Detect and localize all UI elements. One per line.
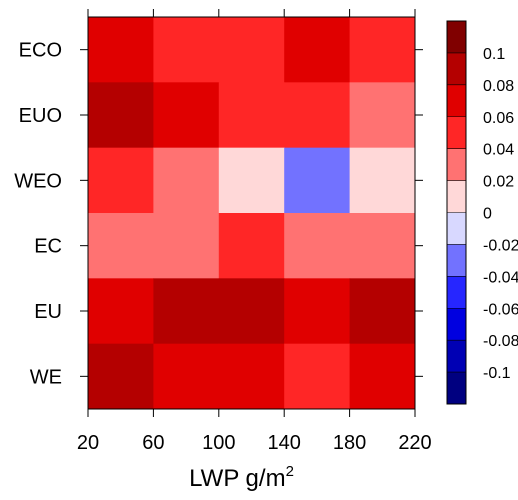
heatmap-cell [284, 82, 351, 149]
heatmap-cell [218, 343, 285, 410]
y-tick-label: EU [34, 301, 62, 323]
colorbar-label: -0.02 [483, 237, 518, 254]
heatmap-cell [88, 278, 154, 345]
x-axis-label-text: LWP g/m [189, 465, 285, 492]
colorbar-segment [447, 180, 466, 213]
heatmap-cell [88, 17, 154, 83]
heatmap-cell [218, 82, 285, 149]
x-axis-label: LWP g/m2 [189, 463, 294, 492]
x-tick-label: 20 [77, 432, 99, 454]
heatmap-cell [349, 147, 416, 214]
colorbar: 0.1 0.08 0.06 0.04 0.02 0 -0.02 -0.04 -0.06 -0.08… [446, 20, 518, 405]
heatmap-cell [218, 147, 285, 214]
colorbar-segment [447, 308, 466, 341]
plot-frame [87, 16, 416, 410]
heatmap-cell [88, 147, 154, 214]
colorbar-segment [447, 372, 466, 405]
colorbar-segment [447, 212, 466, 245]
colorbar-segment [447, 52, 466, 86]
colorbar-segment [447, 276, 466, 309]
heatmap-cell [284, 147, 351, 214]
colorbar-label: -0.06 [483, 301, 518, 318]
colorbar-label: 0 [483, 206, 492, 223]
colorbar-segment [447, 148, 466, 181]
x-tick-label: 220 [398, 432, 431, 454]
x-tick-label: 140 [268, 432, 301, 454]
heatmap-cell [349, 82, 416, 149]
colorbar-label: -0.1 [483, 365, 511, 382]
heatmap-cell [284, 278, 351, 345]
colorbar-label: 0.04 [483, 142, 514, 159]
heatmap-cell [284, 343, 351, 410]
heatmap-cell [284, 17, 351, 83]
heatmap-cell [218, 17, 285, 83]
heatmap-cell [153, 82, 220, 149]
heatmap-cell [153, 278, 220, 345]
colorbar-label: -0.04 [483, 269, 518, 286]
heatmap-cell [349, 213, 416, 279]
heatmap-cell [153, 147, 220, 214]
heatmap-cells [88, 17, 416, 410]
x-tick-label: 100 [202, 432, 235, 454]
heatmap-cell [218, 278, 285, 345]
heatmap-cell [349, 17, 416, 83]
colorbar-label: 0.08 [483, 78, 514, 95]
colorbar-label: 0.02 [483, 174, 514, 191]
y-axis-ticks: ECO EUO WEO EC EU WE [14, 40, 423, 388]
colorbar-segment [447, 84, 466, 118]
colorbar-segment [447, 340, 466, 373]
colorbar-label: 0.1 [483, 46, 505, 63]
heatmap-cell [88, 343, 154, 410]
heatmap-cell [349, 343, 416, 410]
colorbar-label: -0.08 [483, 333, 518, 350]
colorbar-segment [447, 116, 466, 150]
y-tick-label: ECO [19, 40, 62, 62]
heatmap-cell [153, 213, 220, 279]
heatmap-cell [88, 213, 154, 279]
colorbar-segment [447, 21, 466, 54]
y-tick-label: WE [30, 366, 62, 388]
heatmap-cell [218, 213, 285, 279]
x-tick-label: 60 [142, 432, 164, 454]
x-axis-label-superscript: 2 [286, 463, 294, 480]
heatmap-cell [88, 82, 154, 149]
heatmap-cell [284, 213, 351, 279]
heatmap-cell [153, 343, 220, 410]
x-axis-ticks: 20 60 100 140 180 220 [77, 9, 432, 454]
x-tick-label: 180 [333, 432, 366, 454]
colorbar-segment [447, 244, 466, 277]
colorbar-label: 0.06 [483, 110, 514, 127]
heatmap-cell [349, 278, 416, 345]
heatmap-cell [153, 17, 220, 83]
y-tick-label: EUO [19, 105, 62, 127]
y-tick-label: EC [34, 236, 62, 258]
y-tick-label: WEO [14, 170, 62, 192]
